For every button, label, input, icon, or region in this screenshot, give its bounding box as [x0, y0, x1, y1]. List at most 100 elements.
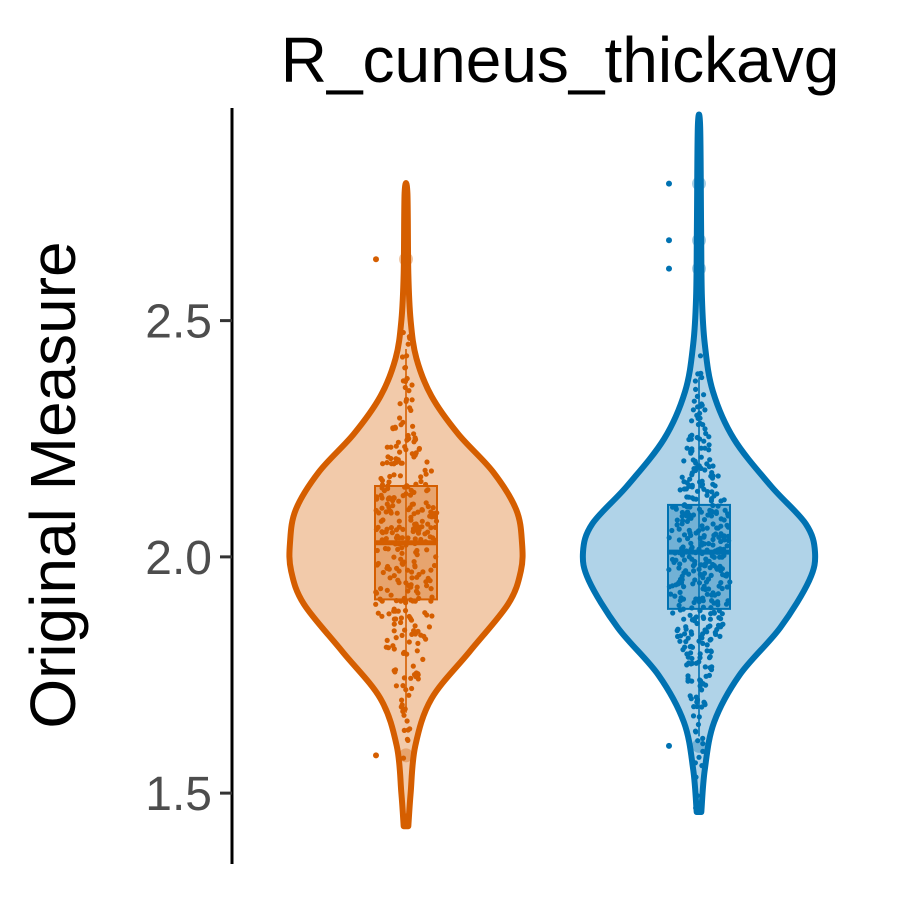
data-point — [686, 660, 692, 666]
violins — [286, 111, 819, 830]
data-point — [394, 510, 400, 516]
data-point — [424, 547, 430, 553]
data-point — [666, 237, 672, 244]
data-point — [382, 545, 388, 552]
y-tick-label: 2.5 — [145, 296, 212, 349]
data-point — [423, 579, 429, 585]
data-point — [385, 645, 391, 651]
data-point — [403, 687, 409, 693]
data-point — [689, 556, 695, 562]
data-point — [710, 561, 716, 568]
data-point — [384, 587, 390, 593]
data-point — [687, 612, 693, 618]
data-point — [710, 590, 716, 596]
data-point — [698, 465, 704, 471]
data-point — [411, 454, 417, 460]
data-point — [709, 509, 715, 515]
data-point — [409, 575, 415, 581]
data-point — [404, 375, 410, 382]
data-point — [704, 525, 710, 531]
data-point — [708, 513, 715, 519]
data-point — [708, 572, 714, 579]
data-point — [684, 509, 691, 515]
data-point — [689, 418, 695, 424]
data-point — [398, 619, 404, 626]
data-point — [420, 569, 426, 575]
data-point — [684, 518, 691, 525]
data-point — [395, 457, 401, 463]
data-point — [715, 473, 721, 479]
data-point — [670, 610, 676, 616]
data-point — [697, 655, 703, 661]
data-point — [687, 433, 694, 439]
data-point — [412, 623, 418, 629]
data-point — [710, 536, 716, 543]
data-point — [396, 498, 402, 504]
data-point — [402, 444, 408, 450]
data-point — [414, 584, 420, 590]
data-point — [373, 601, 379, 607]
data-point — [406, 334, 412, 340]
data-point — [391, 628, 397, 634]
data-point — [697, 420, 703, 427]
data-point — [706, 434, 712, 440]
data-point — [400, 329, 406, 336]
data-point — [373, 256, 379, 263]
data-point — [424, 459, 430, 465]
data-point — [424, 612, 430, 618]
data-point — [706, 447, 712, 453]
data-point — [379, 529, 385, 535]
data-point — [695, 415, 701, 421]
data-point — [689, 446, 695, 452]
data-point — [668, 591, 674, 597]
data-point — [428, 586, 434, 592]
data-point — [402, 364, 409, 371]
data-point — [669, 556, 676, 563]
data-point — [693, 774, 699, 780]
data-point — [388, 455, 394, 462]
data-point — [427, 578, 433, 584]
data-point — [692, 561, 698, 567]
data-point — [689, 544, 695, 551]
data-point — [677, 638, 683, 644]
data-point — [692, 760, 699, 766]
data-point — [688, 532, 694, 539]
data-point — [384, 460, 390, 466]
data-point — [715, 602, 721, 608]
data-point — [691, 466, 697, 472]
data-point — [408, 582, 414, 588]
data-point — [383, 529, 389, 535]
data-point — [409, 569, 415, 575]
data-point — [682, 644, 688, 650]
data-point — [415, 640, 421, 647]
data-point — [386, 479, 392, 485]
data-point — [427, 513, 433, 519]
data-point — [720, 621, 726, 627]
data-point — [390, 503, 396, 509]
data-point — [388, 444, 394, 450]
data-point — [701, 570, 708, 577]
data-point — [713, 509, 719, 515]
data-point — [701, 517, 708, 523]
data-point — [709, 470, 715, 476]
data-point — [710, 542, 716, 548]
data-point — [383, 509, 389, 515]
data-point — [701, 699, 707, 705]
data-point — [698, 454, 704, 460]
data-point — [399, 550, 405, 556]
data-point — [689, 472, 695, 478]
data-point — [718, 580, 724, 586]
data-point — [410, 423, 416, 429]
data-point — [676, 602, 682, 609]
data-point — [670, 504, 676, 510]
data-point — [416, 527, 422, 533]
data-point — [392, 669, 398, 675]
data-point — [412, 631, 418, 637]
data-point — [696, 638, 702, 644]
data-point — [409, 382, 415, 388]
y-axis-label: Original Measure — [17, 241, 89, 728]
data-point — [395, 439, 401, 445]
data-point — [701, 534, 707, 540]
data-point — [681, 532, 688, 538]
data-point — [694, 488, 701, 494]
